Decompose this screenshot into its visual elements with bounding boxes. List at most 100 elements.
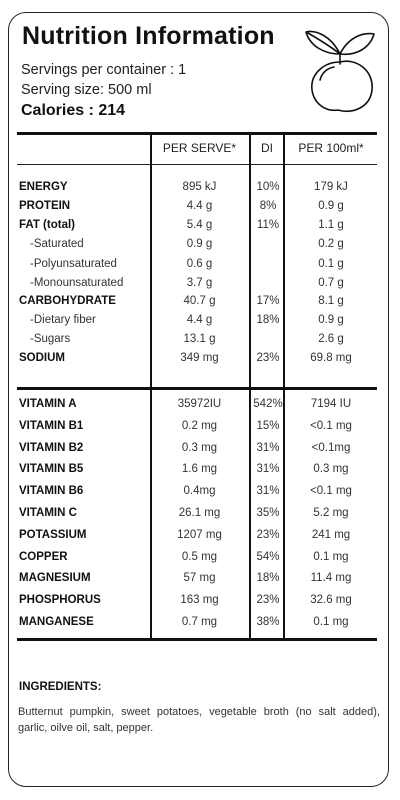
table-row: VITAMIN B5 1.6 mg 31% 0.3 mg	[0, 463, 400, 479]
per-serve-value: 57 mg	[183, 572, 216, 585]
table-row: VITAMIN A 35972IU 542% 7194 IU	[0, 398, 400, 414]
di-value: 31%	[256, 441, 280, 454]
nutrient-name: COPPER	[19, 550, 68, 563]
header-rule	[17, 132, 377, 135]
per-serve-value: 3.7 g	[186, 277, 213, 289]
di-value: 11%	[256, 219, 280, 231]
di-value: 38%	[256, 616, 280, 628]
per-serve-value: 26.1 mg	[178, 507, 221, 519]
per-100ml-value: 179 kJ	[314, 181, 348, 193]
di-value: 23%	[256, 528, 280, 541]
per-serve-value: 4.4 g	[186, 314, 213, 326]
per-100ml-value: 0.9 g	[318, 314, 344, 326]
per-serve-value: 0.4mg	[183, 485, 216, 498]
column-divider	[283, 135, 285, 639]
nutrient-name: ENERGY	[19, 181, 68, 193]
per-100ml-value: 0.2 g	[318, 238, 344, 250]
column-header-per-100ml: PER 100ml*	[298, 141, 364, 155]
per-serve-value: 4.4 g	[186, 200, 213, 212]
di-value: 15%	[256, 419, 280, 432]
servings-per-container: Servings per container : 1	[21, 62, 187, 78]
table-row: -Polyunsaturated 0.6 g 0.1 g	[0, 258, 400, 274]
nutrient-name: CARBOHYDRATE	[19, 295, 116, 307]
table-row: MANGANESE 0.7 mg 38% 0.1 mg	[0, 616, 400, 632]
nutrient-name: VITAMIN B1	[19, 419, 84, 432]
ingredients-title: INGREDIENTS:	[19, 681, 102, 693]
nutrient-name: PROTEIN	[19, 200, 71, 212]
di-value: 35%	[256, 507, 280, 519]
di-value: 54%	[256, 550, 280, 563]
per-serve-value: 13.1 g	[183, 333, 216, 345]
di-value: 18%	[256, 572, 280, 585]
per-100ml-value: 32.6 mg	[310, 594, 352, 607]
per-100ml-value: 2.6 g	[318, 333, 344, 345]
per-serve-value: 35972IU	[177, 398, 222, 410]
table-row: -Monounsaturated 3.7 g 0.7 g	[0, 277, 400, 293]
di-value: 542%	[253, 398, 283, 410]
table-row: PHOSPHORUS 163 mg 23% 32.6 mg	[0, 594, 400, 610]
table-row: POTASSIUM 1207 mg 23% 241 mg	[0, 529, 400, 545]
per-serve-value: 5.4 g	[186, 219, 213, 231]
per-100ml-value: 5.2 mg	[313, 507, 349, 519]
table-row: VITAMIN B6 0.4mg 31% <0.1 mg	[0, 485, 400, 501]
per-serve-value: 0.5 mg	[181, 550, 218, 563]
per-100ml-value: 8.1 g	[318, 295, 344, 307]
nutrient-name: -Polyunsaturated	[30, 258, 117, 270]
nutrient-name: VITAMIN A	[19, 398, 77, 410]
per-serve-value: 0.2 mg	[181, 419, 218, 432]
per-serve-value: 0.6 g	[186, 258, 213, 270]
nutrient-name: -Saturated	[30, 238, 84, 250]
per-100ml-value: <0.1mg	[311, 441, 351, 454]
table-row: -Saturated 0.9 g 0.2 g	[0, 238, 400, 254]
di-value: 31%	[256, 463, 280, 476]
per-100ml-value: 7194 IU	[310, 398, 352, 410]
per-100ml-value: 241 mg	[311, 528, 351, 541]
serving-size: Serving size: 500 ml	[21, 82, 152, 98]
nutrient-name: VITAMIN C	[19, 507, 77, 519]
per-serve-value: 0.3 mg	[181, 441, 218, 454]
di-value: 31%	[256, 485, 280, 498]
nutrient-name: VITAMIN B6	[19, 485, 84, 498]
per-serve-value: 1207 mg	[177, 528, 222, 541]
per-serve-value: 1.6 mg	[181, 463, 218, 476]
table-row: FAT (total) 5.4 g 11% 1.1 g	[0, 219, 400, 235]
per-100ml-value: 0.1 mg	[313, 550, 349, 563]
per-100ml-value: 1.1 g	[318, 219, 344, 231]
di-value: 10%	[256, 181, 280, 193]
table-row: VITAMIN B2 0.3 mg 31% <0.1mg	[0, 442, 400, 458]
per-100ml-value: 69.8 mg	[310, 352, 352, 364]
nutrient-name: FAT (total)	[19, 219, 75, 231]
calories: Calories : 214	[21, 102, 126, 119]
table-row: MAGNESIUM 57 mg 18% 11.4 mg	[0, 572, 400, 588]
section-divider	[17, 387, 377, 390]
per-100ml-value: <0.1 mg	[310, 485, 352, 498]
nutrient-name: PHOSPHORUS	[19, 594, 101, 607]
nutrient-name: SODIUM	[19, 352, 65, 364]
nutrition-label-card	[8, 12, 389, 787]
table-row: SODIUM 349 mg 23% 69.8 mg	[0, 352, 400, 368]
nutrient-name: -Dietary fiber	[30, 314, 96, 326]
column-divider	[150, 135, 152, 639]
per-100ml-value: 0.3 mg	[313, 463, 349, 476]
per-100ml-value: <0.1 mg	[310, 419, 352, 432]
column-header-rule	[17, 164, 377, 165]
di-value: 18%	[256, 314, 280, 326]
table-row: PROTEIN 4.4 g 8% 0.9 g	[0, 200, 400, 216]
nutrient-name: -Sugars	[30, 333, 71, 345]
nutrient-name: MAGNESIUM	[19, 572, 91, 585]
di-value: 17%	[256, 295, 280, 307]
per-100ml-value: 11.4 mg	[310, 572, 352, 585]
nutrient-name: POTASSIUM	[19, 528, 87, 541]
nutrient-name: VITAMIN B2	[19, 441, 84, 454]
table-row: -Sugars 13.1 g 2.6 g	[0, 333, 400, 349]
per-serve-value: 163 mg	[180, 594, 219, 607]
per-100ml-value: 0.1 g	[318, 258, 344, 270]
nutrient-name: MANGANESE	[19, 616, 94, 628]
table-row: COPPER 0.5 mg 54% 0.1 mg	[0, 551, 400, 567]
column-header-per-serve: PER SERVE*	[162, 141, 237, 155]
ingredients-text: Butternut pumpkin, sweet potatoes, veget…	[18, 706, 380, 734]
nutrient-name: -Monounsaturated	[30, 277, 124, 289]
per-serve-value: 349 mg	[180, 352, 219, 364]
table-row: VITAMIN C 26.1 mg 35% 5.2 mg	[0, 507, 400, 523]
per-serve-value: 40.7 g	[183, 295, 216, 307]
